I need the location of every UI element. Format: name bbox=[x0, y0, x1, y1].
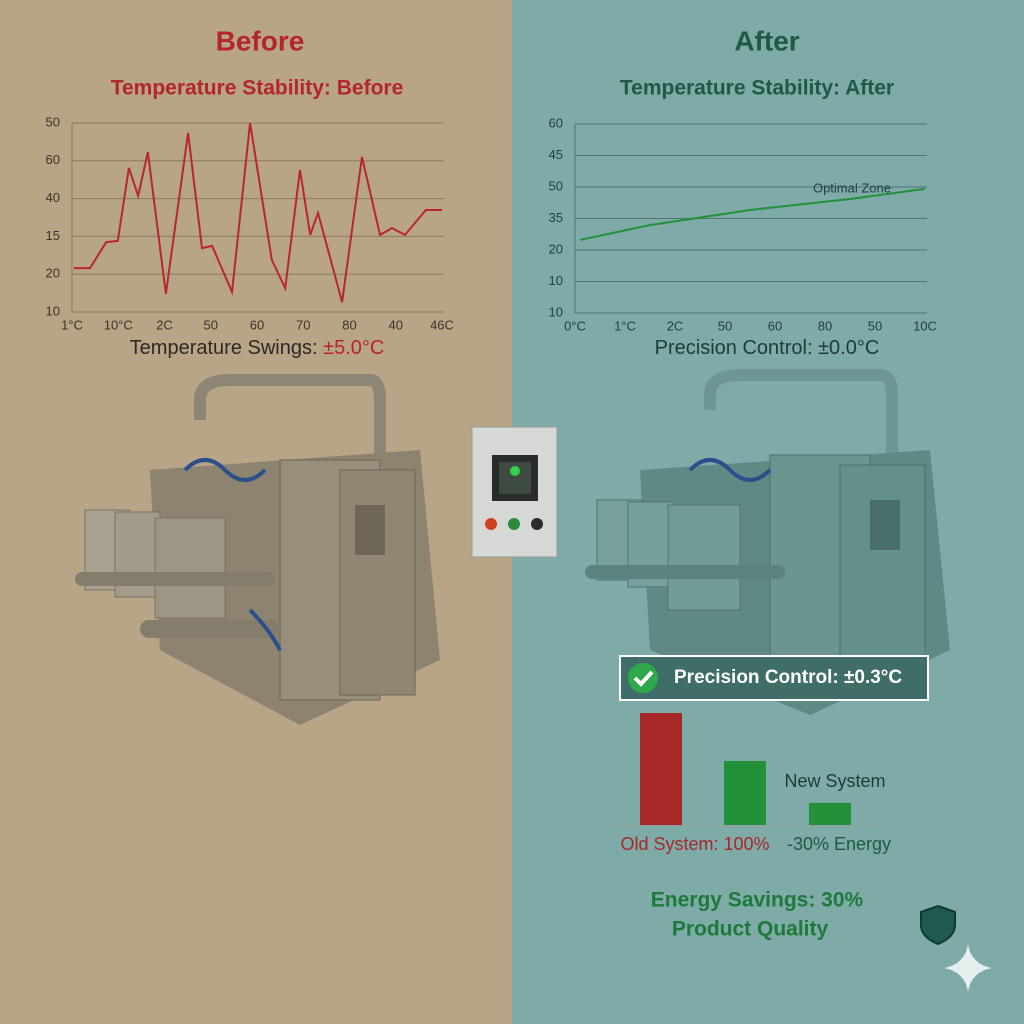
x-tick-label: 50 bbox=[718, 318, 732, 333]
caption-value: ±5.0°C bbox=[323, 337, 384, 359]
annotation: Optimal Zone bbox=[813, 180, 891, 195]
x-tick-label: 10C bbox=[913, 318, 937, 333]
x-tick-label: 10°C bbox=[104, 317, 133, 332]
badge-text: Precision Control: ±0.3°C bbox=[674, 667, 902, 688]
control-panel bbox=[471, 426, 558, 558]
x-tick-label: 80 bbox=[342, 317, 356, 332]
badge: Precision Control: ±0.3°C bbox=[619, 655, 929, 701]
footer-line: Product Quality bbox=[672, 918, 829, 941]
bar-annotation: New System bbox=[784, 771, 885, 791]
y-tick-label: 20 bbox=[549, 241, 563, 256]
x-tick-label: 60 bbox=[250, 317, 264, 332]
y-tick-label: 40 bbox=[46, 190, 60, 205]
after-caption: Precision Control: ±0.0°C bbox=[655, 337, 880, 359]
x-tick-label: 2C bbox=[156, 317, 173, 332]
y-tick-label: 20 bbox=[46, 266, 60, 281]
footer-line: Energy Savings: 30% bbox=[651, 889, 864, 912]
x-tick-label: 80 bbox=[818, 318, 832, 333]
line-series bbox=[579, 187, 926, 241]
before-heading: Before bbox=[216, 25, 305, 56]
bar-annotation: Old System: 100% bbox=[620, 834, 769, 854]
before-caption: Temperature Swings: ±5.0°C bbox=[130, 337, 385, 359]
sparkle-icon bbox=[944, 944, 992, 992]
shield-icon bbox=[920, 904, 956, 946]
y-tick-label: 35 bbox=[549, 210, 563, 225]
chart-title: Temperature Stability: After bbox=[620, 77, 894, 100]
y-tick-label: 50 bbox=[549, 178, 563, 193]
x-tick-label: 70 bbox=[296, 317, 310, 332]
bar-annotation: -30% Energy bbox=[787, 834, 891, 854]
machine-before bbox=[75, 374, 440, 725]
bar bbox=[809, 802, 851, 826]
x-tick-label: 2C bbox=[667, 318, 684, 333]
y-tick-label: 60 bbox=[549, 115, 563, 130]
chart-title: Temperature Stability: Before bbox=[111, 77, 404, 100]
caption-label: Temperature Swings: bbox=[130, 337, 323, 359]
x-tick-label: 1°C bbox=[614, 318, 636, 333]
bar bbox=[724, 761, 766, 826]
y-tick-label: 45 bbox=[549, 147, 563, 162]
y-tick-label: 10 bbox=[549, 273, 563, 288]
x-tick-label: 50 bbox=[868, 318, 882, 333]
x-tick-label: 46C bbox=[430, 317, 454, 332]
caption-value: ±0.0°C bbox=[818, 337, 879, 359]
y-tick-label: 10 bbox=[46, 303, 60, 318]
x-tick-label: 0°C bbox=[564, 318, 586, 333]
after-heading: After bbox=[734, 25, 799, 56]
x-tick-label: 1°C bbox=[61, 317, 83, 332]
y-tick-label: 60 bbox=[46, 152, 60, 167]
y-tick-label: 50 bbox=[46, 114, 60, 129]
caption-label: Precision Control: bbox=[655, 337, 818, 359]
bar bbox=[640, 713, 682, 826]
x-tick-label: 40 bbox=[389, 317, 403, 332]
line-series bbox=[73, 122, 442, 303]
y-tick-label: 15 bbox=[46, 228, 60, 243]
x-tick-label: 50 bbox=[204, 317, 218, 332]
x-tick-label: 60 bbox=[768, 318, 782, 333]
y-tick-label: 10 bbox=[549, 304, 563, 319]
